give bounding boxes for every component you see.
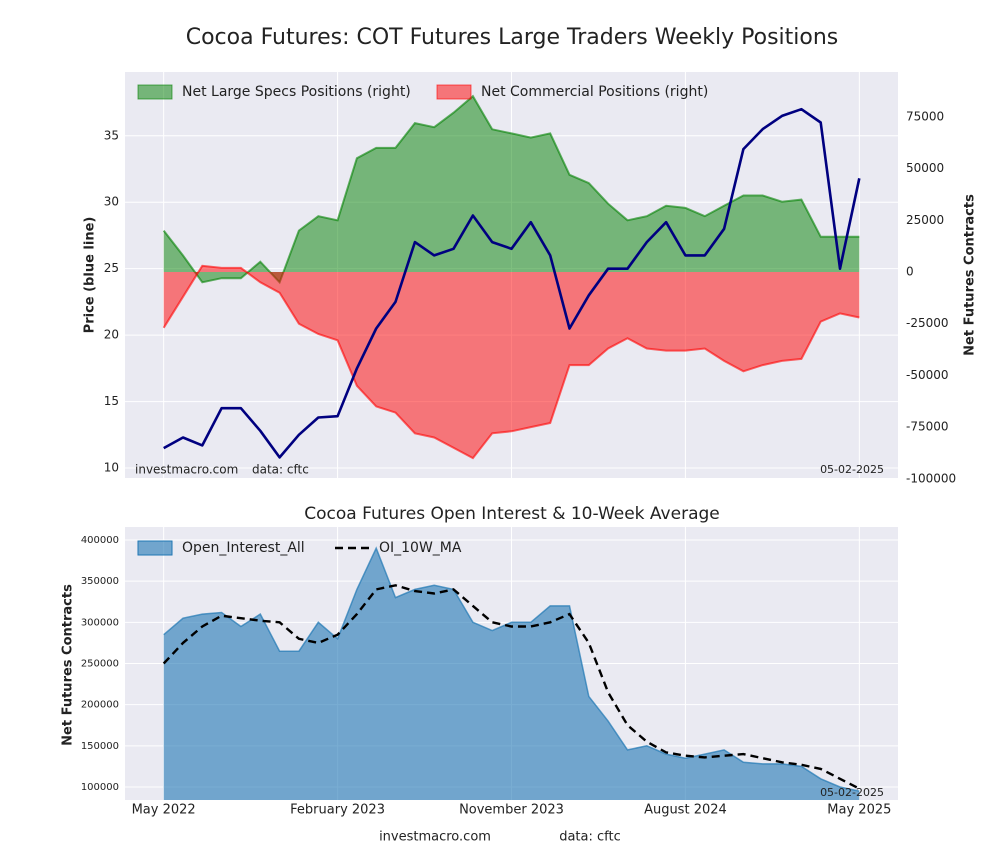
- y2-tick-label: -75000: [906, 420, 949, 434]
- area: [163, 265, 860, 459]
- y2-tick-label: 0: [906, 265, 914, 279]
- legend-swatch: [137, 540, 173, 556]
- annotation: investmacro.com: [135, 463, 238, 477]
- annotation: 05-02-2025: [820, 463, 884, 476]
- area: [163, 96, 860, 283]
- subchart-title: Cocoa Futures Open Interest & 10-Week Av…: [304, 504, 720, 524]
- y2-tick-label: 25000: [906, 213, 944, 227]
- y-tick-label: 10: [104, 461, 119, 475]
- average-line: [162, 584, 860, 790]
- x-tick-label: November 2023: [459, 803, 564, 818]
- y-axis-label: Net Futures Contracts: [61, 584, 76, 746]
- legend-label: Net Commercial Positions (right): [481, 84, 708, 100]
- y-tick-label: 15: [104, 394, 119, 408]
- y-tick-label: 350000: [81, 576, 119, 587]
- x-tick-label: February 2023: [290, 803, 385, 818]
- legend-label: Net Large Specs Positions (right): [182, 84, 411, 100]
- area-edge: [163, 546, 860, 792]
- y2-tick-label: -100000: [906, 471, 956, 485]
- annotation: 05-02-2025: [820, 786, 884, 799]
- y-tick-label: 200000: [81, 700, 119, 711]
- plot-layer: [162, 546, 860, 800]
- legend-label: Open_Interest_All: [182, 540, 305, 556]
- y2-tick-label: -50000: [906, 368, 949, 382]
- y-axis-label: Price (blue line): [83, 217, 98, 334]
- area: [163, 548, 860, 800]
- price-line: [163, 107, 861, 459]
- y2-tick-label: 75000: [906, 109, 944, 123]
- x-tick-label: May 2022: [132, 803, 196, 818]
- y-tick-label: 400000: [81, 535, 119, 546]
- y-tick-label: 250000: [81, 659, 119, 670]
- y-tick-label: 35: [104, 128, 119, 142]
- y-tick-label: 25: [104, 261, 119, 275]
- y2-tick-label: 50000: [906, 161, 944, 175]
- legend-label: OI_10W_MA: [379, 540, 462, 556]
- y-tick-label: 30: [104, 195, 119, 209]
- y-tick-label: 150000: [81, 741, 119, 752]
- y2-axis-label: Net Futures Contracts: [963, 194, 978, 356]
- legend-swatch: [436, 84, 472, 100]
- annotation: data: cftc: [252, 463, 309, 477]
- chart-title: Cocoa Futures: COT Futures Large Traders…: [186, 25, 839, 50]
- footer-source: data: cftc: [559, 830, 621, 845]
- y-tick-label: 100000: [81, 782, 119, 793]
- x-tick-label: May 2025: [827, 803, 891, 818]
- footer-site: investmacro.com: [379, 830, 491, 845]
- area-edge: [162, 264, 860, 460]
- x-tick-label: August 2024: [644, 803, 727, 818]
- y-tick-label: 20: [104, 328, 119, 342]
- legend-swatch: [137, 84, 173, 100]
- y2-tick-label: -25000: [906, 316, 949, 330]
- y-tick-label: 300000: [81, 617, 119, 628]
- plot-layer: [162, 94, 861, 460]
